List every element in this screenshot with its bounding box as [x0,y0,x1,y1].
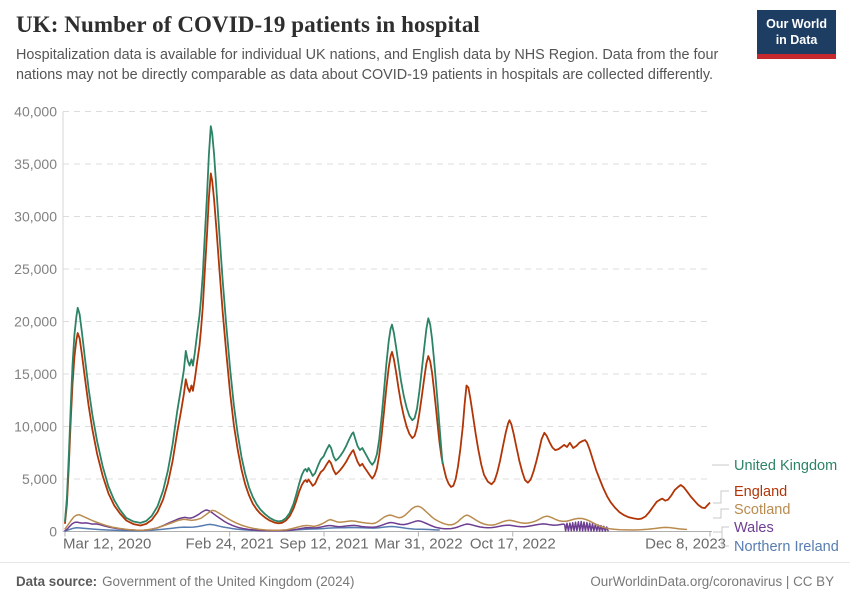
y-axis-label: 10,000 [14,419,57,435]
x-axis-label: Mar 12, 2020 [63,536,151,553]
owid-logo[interactable]: Our World in Data [757,10,836,60]
chart-canvas[interactable]: 0 5,000 10,000 15,000 20,000 25,000 30,000 35,0… [0,95,850,563]
series-line-united-kingdom [64,125,444,524]
legend-label-northern-ireland[interactable]: Northern Ireland [734,539,839,555]
legend-connector [713,526,729,533]
y-axis-label: 15,000 [14,366,57,382]
y-axis-label: 20,000 [14,314,57,330]
y-axis-label: 40,000 [14,104,57,120]
legend-connector [713,508,729,519]
owid-logo-line2: in Data [775,32,818,47]
license-link[interactable]: OurWorldinData.org/coronavirus | CC BY [590,574,834,589]
y-axis-label: 5,000 [22,471,57,487]
page-title: UK: Number of COVID-19 patients in hospi… [16,12,480,37]
chart-subtitle: Hospitalization data is available for in… [16,47,719,84]
y-axis-label: 0 [49,524,57,540]
x-axis-label: Sep 12, 2021 [279,536,368,553]
data-source-text: Government of the United Kingdom (2024) [102,574,355,589]
x-axis-label: Mar 31, 2022 [374,536,462,553]
x-axis-label: Oct 17, 2022 [470,536,556,553]
legend-label-wales[interactable]: Wales [734,520,774,536]
y-axis-label: 35,000 [14,156,57,172]
series-line-scotland [64,505,688,532]
chart-footer: Data source: Government of the United Kin… [0,562,850,600]
data-source-label: Data source: [16,574,98,589]
legend-connector [713,490,729,504]
x-axis-label: Dec 8, 2023 [645,536,726,553]
legend-label-united-kingdom[interactable]: United Kingdom [734,458,837,474]
y-axis-label: 30,000 [14,209,57,225]
legend-label-england[interactable]: England [734,484,787,500]
legend-label-scotland[interactable]: Scotland [734,502,790,518]
series-line-wales [64,509,609,532]
chart-header: UK: Number of COVID-19 patients in hospi… [0,0,850,86]
y-axis-label: 25,000 [14,261,57,277]
series-line-england [64,172,711,527]
data-source: Data source: Government of the United Kin… [16,574,354,589]
owid-logo-line1: Our World [766,17,827,31]
legend-connector [721,532,729,547]
x-axis-label: Feb 24, 2021 [185,536,273,553]
